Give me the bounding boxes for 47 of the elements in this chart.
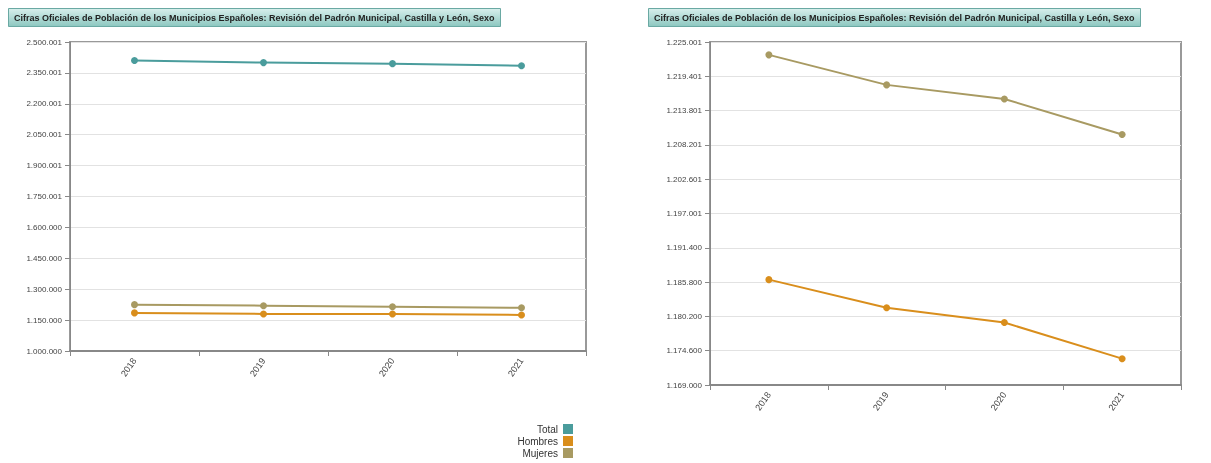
y-tick-label: 1.174.600	[666, 346, 703, 356]
point	[765, 276, 773, 284]
point	[131, 301, 138, 309]
point	[389, 303, 396, 311]
point	[131, 57, 138, 65]
point	[389, 310, 396, 318]
y-tick-label: 1.300.000	[26, 284, 63, 294]
point	[1118, 355, 1126, 363]
y-tick-label: 1.213.801	[666, 106, 703, 116]
y-tick-label: 1.600.000	[26, 222, 63, 232]
point	[260, 302, 267, 310]
point	[518, 304, 525, 312]
y-tick-label: 1.191.400	[666, 243, 703, 253]
y-tick-label: 1.900.001	[26, 161, 63, 171]
y-tick-label: 2.050.001	[26, 130, 63, 140]
point	[883, 304, 891, 312]
legend-label: Hombres	[517, 435, 558, 447]
point	[389, 60, 396, 68]
chart-title: Cifras Oficiales de Población de los Municipios Españoles: Revisión del Padrón Municipal, Castilla y León, Sexo	[654, 12, 1136, 23]
point	[518, 311, 525, 319]
legend-label: Mujeres	[522, 447, 558, 459]
y-tick-label: 1.197.001	[666, 209, 703, 218]
y-tick-label: 1.450.000	[26, 253, 63, 263]
point	[1118, 130, 1126, 138]
point	[260, 59, 267, 67]
point	[518, 62, 525, 70]
y-tick-label: 1.150.000	[26, 315, 63, 325]
y-tick-label: 2.500.001	[26, 37, 63, 47]
point	[883, 81, 891, 89]
y-tick-label: 1.185.800	[666, 277, 703, 287]
chart-title: Cifras Oficiales de Población de los Municipios Españoles: Revisión del Padrón Municipal, Castilla y León, Sexo	[14, 12, 496, 23]
point	[765, 51, 773, 59]
y-tick-label: 1.750.001	[26, 192, 63, 201]
y-tick-label: 1.000.000	[26, 346, 63, 356]
y-tick-label: 1.225.001	[666, 37, 703, 47]
point	[1000, 95, 1008, 103]
point	[1000, 319, 1008, 327]
y-tick-label: 1.169.000	[666, 380, 703, 390]
y-tick-label: 1.219.401	[666, 71, 703, 81]
point	[260, 310, 267, 318]
y-tick-label: 1.208.201	[666, 140, 703, 150]
legend-label: Total	[536, 423, 558, 435]
y-tick-label: 2.200.001	[26, 99, 63, 109]
y-tick-label: 2.350.001	[26, 68, 63, 78]
y-tick-label: 1.202.601	[666, 174, 703, 184]
point	[131, 309, 138, 317]
y-tick-label: 1.180.200	[666, 311, 703, 321]
